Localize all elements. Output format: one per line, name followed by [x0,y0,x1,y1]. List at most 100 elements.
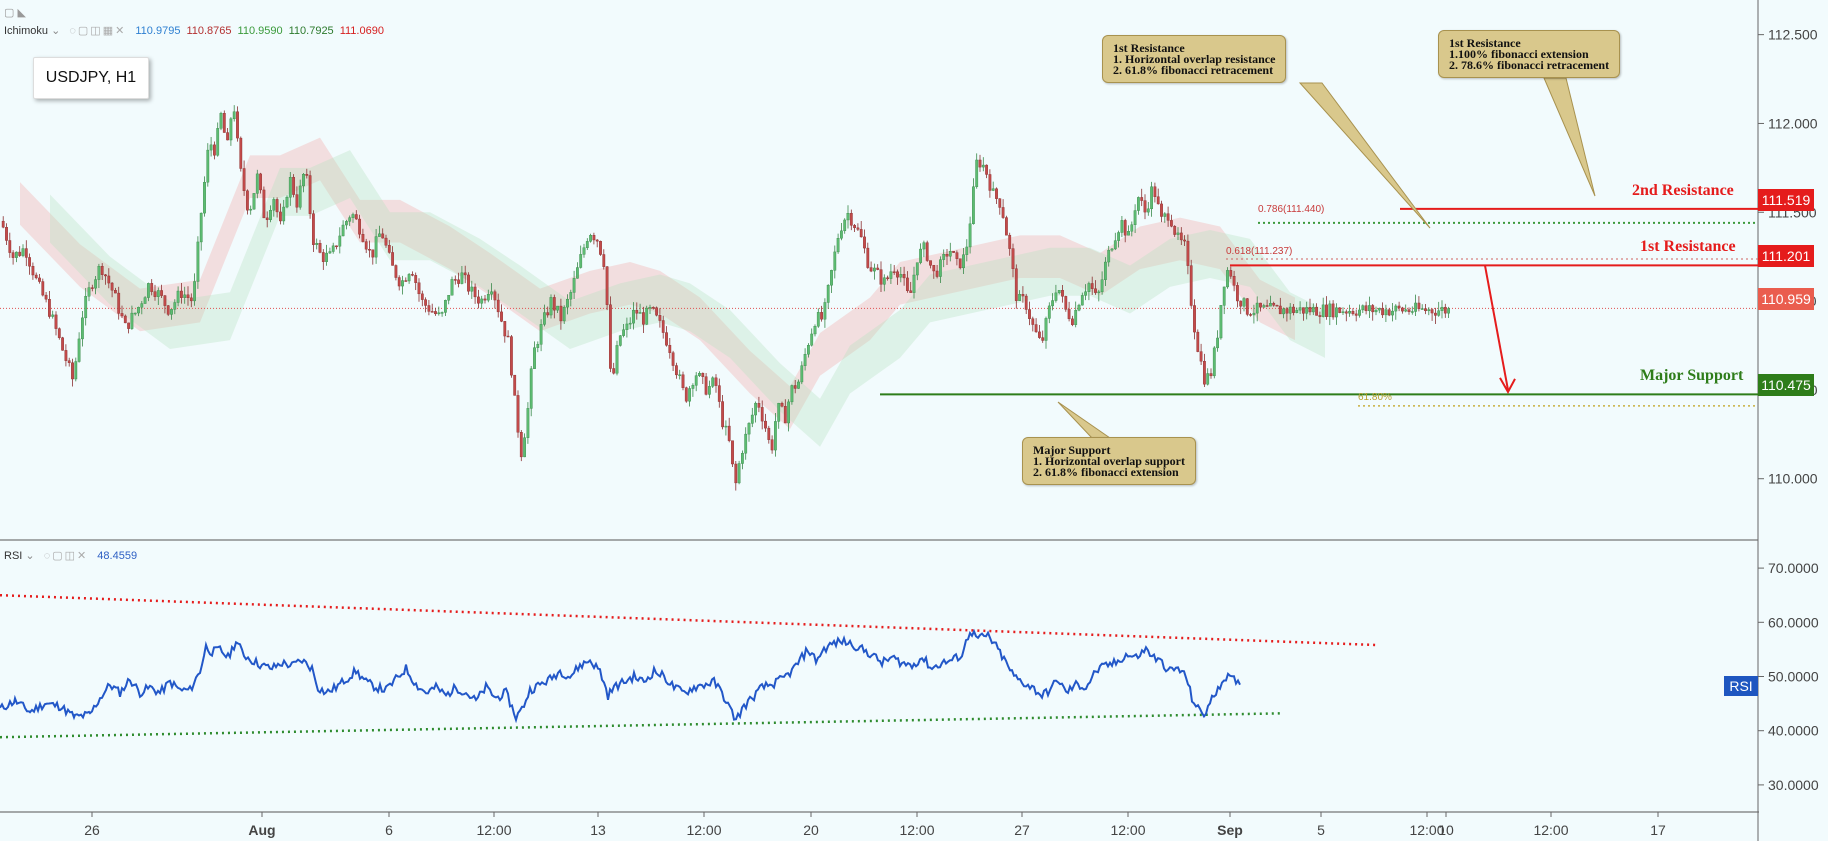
candle-body [935,270,939,277]
candle-body [411,274,414,276]
rsi-tick-label: 50.0000 [1768,669,1819,685]
candle-body [1090,283,1094,289]
candle-body [1229,270,1233,277]
candle-body [602,254,606,267]
callout-pointer [1298,82,1431,229]
candle-body [467,274,470,292]
candle-body [1430,309,1434,314]
candle-body [305,173,309,176]
candle-body [1196,331,1200,352]
candle-body [473,286,477,298]
candle-body [1292,306,1295,313]
candle-body [1120,220,1124,233]
candle-body [1193,305,1196,333]
candle-body [632,309,635,324]
rsi-header[interactable]: RSI ⌄ ◌▢◫✕ 48.4559 [4,549,137,562]
candle-body [1232,276,1236,286]
rsi-label[interactable]: RSI [4,550,23,562]
candle-body [1447,308,1451,314]
candle-body [378,233,381,237]
candle-body [985,164,989,175]
candle-body [747,423,751,435]
candle-body [163,295,167,306]
candle-body [64,350,68,361]
candle-body [859,229,863,238]
candle-body [351,214,355,218]
candle-body [490,291,493,295]
candle-body [605,266,609,305]
candle-body [394,265,398,278]
candle-body [1011,248,1015,269]
dropdown-icon[interactable]: ⌄ [25,550,35,562]
callout-pointer [1543,77,1596,197]
toolbar-glyphs[interactable]: ▢ ◣ [4,7,26,19]
candle-body [127,322,131,329]
candle-body [279,211,282,222]
candle-body [754,402,758,416]
candle-body [1410,311,1414,313]
indicator-values: 110.9795 110.8765 110.9590 110.7925 111.0690 [129,25,384,37]
time-tick-label: 12:00 [1533,822,1568,838]
candle-body [945,254,949,257]
time-tick-label: 20 [803,822,819,838]
candle-body [899,274,903,278]
candle-body [1249,314,1253,316]
indicator-controls-icon[interactable]: ◌▢◫▦✕ [69,25,127,37]
callout-pointer [1057,401,1112,439]
candle-body [275,199,279,213]
candle-body [506,335,510,338]
candle-body [183,294,187,298]
candle-body [909,290,913,293]
candle-body [1080,295,1084,306]
candle-body [912,274,916,293]
candle-body [1325,304,1328,317]
time-tick-label: 12:00 [1110,822,1145,838]
time-tick-label: 12:00 [686,822,721,838]
candle-body [797,381,800,389]
candle-body [1037,331,1041,338]
candle-body [1384,309,1388,316]
candle-body [622,329,626,336]
indicator-name[interactable]: Ichimoku ⌄ ◌▢◫▦✕ 110.9795 110.8765 110.959… [4,24,384,37]
candle-body [523,437,527,458]
indicator-controls-icon[interactable]: ◌▢◫✕ [43,550,89,562]
candle-body [510,336,513,376]
down-arrow-shaft [1484,265,1509,391]
candle-body [513,374,517,396]
symbol-box: USDJPY, H1 [33,57,149,99]
ichimoku-label[interactable]: Ichimoku [4,25,49,37]
candle-body [272,199,276,211]
candle-body [94,279,98,289]
candle-body [978,159,982,168]
candle-body [285,197,289,208]
candle-body [354,214,358,220]
candle-body [585,241,589,248]
indicator-value: 110.9795 [135,25,181,37]
candle-body [1219,305,1223,339]
candle-body [691,385,695,389]
candle-body [282,206,286,222]
candle-body [1216,337,1220,349]
candle-body [341,224,345,237]
candle-body [1387,309,1391,316]
candle-body [1239,300,1243,307]
time-tick-label: 26 [84,822,100,838]
candle-body [770,439,774,451]
candle-body [889,271,893,279]
callout-line: 2. 78.6% fibonacci retracement [1449,58,1610,72]
candle-body [1440,306,1444,311]
candle-body [1367,305,1371,312]
candle-body [1433,312,1437,316]
candle-body [104,274,107,277]
dropdown-icon[interactable]: ⌄ [51,25,61,37]
candle-body [562,306,566,322]
candle-body [1169,220,1173,227]
candle-body [133,312,137,315]
candle-body [1028,309,1031,319]
candle-body [1005,217,1008,236]
callout-1st-resistance-b: 1st Resistance 1.100% fibonacci extensio… [1438,30,1621,78]
candle-body [328,251,332,254]
candle-body [288,177,292,198]
time-tick-label: Sep [1217,822,1243,838]
